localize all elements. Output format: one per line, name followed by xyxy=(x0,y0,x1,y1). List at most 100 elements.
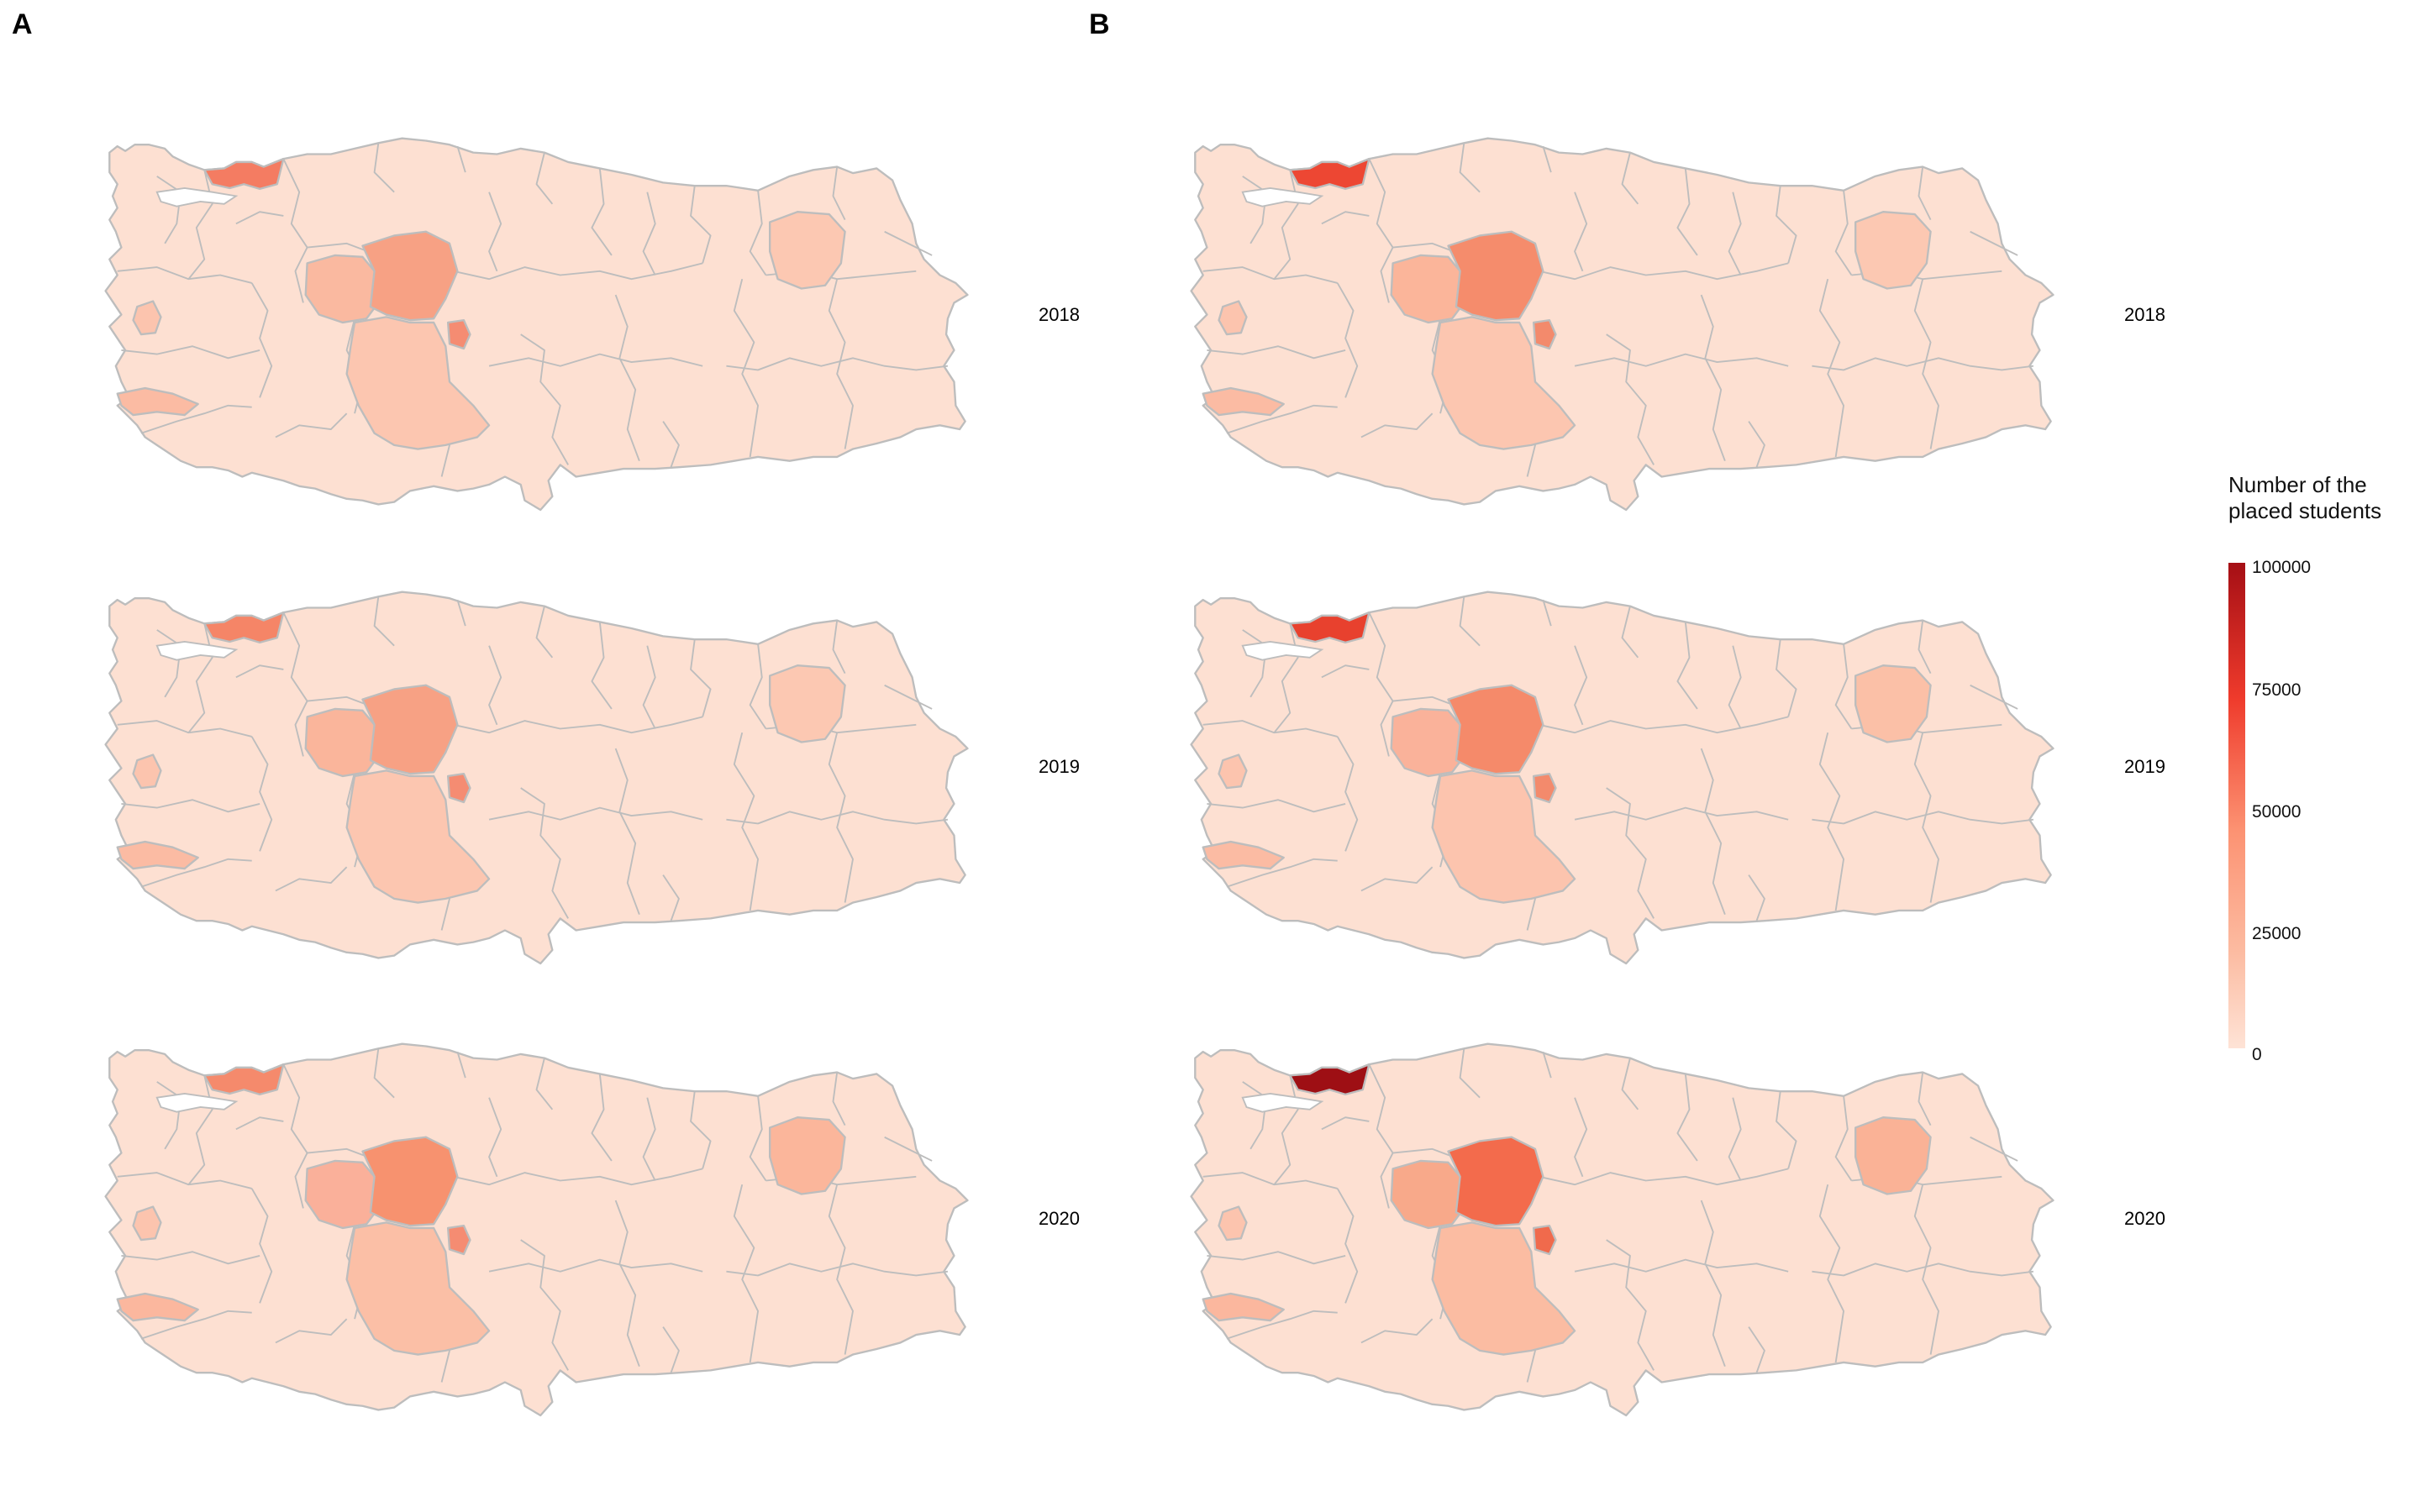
province-border-9 xyxy=(1202,1172,1338,1189)
province-border-24 xyxy=(156,1081,182,1150)
province-border-23 xyxy=(1913,278,1939,449)
province-ankara xyxy=(1447,684,1544,775)
province-erzurum xyxy=(769,664,846,743)
turkey-map-b-2019 xyxy=(1190,591,2054,965)
legend-title-line1: Number of the xyxy=(2228,472,2367,497)
province-border-9 xyxy=(117,720,252,738)
country-outline xyxy=(1190,1042,2054,1417)
province-border-24 xyxy=(1242,629,1267,698)
province-izmir xyxy=(1202,386,1285,417)
province-border-7 xyxy=(749,643,767,730)
province-border-3 xyxy=(1542,1051,1552,1079)
province-izmir xyxy=(116,386,199,417)
legend-tick-0 xyxy=(2246,1055,2254,1057)
province-border-20 xyxy=(520,787,569,919)
province-border-20 xyxy=(1606,787,1655,919)
province-border-5 xyxy=(1676,622,1698,710)
province-konya xyxy=(1431,1221,1576,1356)
province-border-6 xyxy=(690,186,712,264)
province-border-17 xyxy=(235,211,284,225)
year-label-b-2020: 2020 xyxy=(2124,1208,2165,1229)
province-border-29 xyxy=(884,684,933,710)
province-border-3 xyxy=(456,145,466,173)
province-border-5 xyxy=(591,622,613,710)
province-border-9 xyxy=(117,266,252,284)
province-border-17 xyxy=(1321,1116,1370,1131)
legend-label-25000: 25000 xyxy=(2252,924,2302,943)
province-eskisehir xyxy=(304,254,380,324)
province-border-8 xyxy=(1918,166,1932,221)
province-manisa xyxy=(132,753,162,790)
province-border-17 xyxy=(1321,211,1370,225)
province-border-7 xyxy=(1834,1095,1853,1182)
province-border-31 xyxy=(275,866,348,892)
province-border-15 xyxy=(488,353,703,367)
province-border-31 xyxy=(1360,1318,1434,1344)
province-border-22 xyxy=(733,1184,759,1363)
province-border-10 xyxy=(121,1251,260,1265)
province-border-15 xyxy=(488,806,703,821)
province-border-32 xyxy=(662,874,680,921)
province-border-8 xyxy=(832,166,846,221)
province-border-24 xyxy=(156,629,182,698)
province-border-15 xyxy=(488,1258,703,1273)
province-border-22 xyxy=(1818,732,1844,911)
province-erzurum xyxy=(1854,211,1932,290)
panel-b-label: B xyxy=(1089,8,1110,40)
province-eskisehir xyxy=(1390,254,1465,324)
province-istanbul xyxy=(203,611,285,644)
province-border-10 xyxy=(121,345,260,360)
province-border-23 xyxy=(828,278,854,449)
province-border-4 xyxy=(535,606,554,659)
province-border-32 xyxy=(662,1326,680,1373)
province-izmir xyxy=(116,1292,199,1322)
province-border-1 xyxy=(282,158,308,303)
province-border-11 xyxy=(140,404,252,434)
province-border-15 xyxy=(1574,353,1789,367)
province-border-31 xyxy=(1360,866,1434,892)
year-label-a-2019: 2019 xyxy=(1039,756,1080,777)
province-border-21 xyxy=(614,748,640,916)
province-border-13 xyxy=(453,262,703,281)
province-border-23 xyxy=(828,732,854,903)
province-border-8 xyxy=(1918,1072,1932,1126)
province-border-5 xyxy=(1676,1074,1698,1162)
province-border-20 xyxy=(1606,333,1655,465)
country-outline xyxy=(104,137,969,512)
turkey-map-a-2020 xyxy=(104,1042,969,1417)
province-border-8 xyxy=(832,620,846,675)
province-ankara xyxy=(361,230,459,322)
province-erzurum xyxy=(769,211,846,290)
province-border-29 xyxy=(1970,230,2018,256)
province-manisa xyxy=(132,1205,162,1242)
turkey-map-b-2018 xyxy=(1190,137,2054,512)
province-konya xyxy=(345,769,491,904)
province-border-11 xyxy=(140,1310,252,1340)
province-border-13 xyxy=(1539,716,1789,734)
province-manisa xyxy=(1218,300,1248,336)
province-border-5 xyxy=(591,168,613,256)
province-border-25 xyxy=(250,282,273,398)
province-border-8 xyxy=(832,1072,846,1126)
province-istanbul xyxy=(203,157,285,191)
province-border-25 xyxy=(1336,736,1359,852)
province-border-21 xyxy=(1700,294,1726,462)
province-border-29 xyxy=(1970,1136,2018,1162)
province-border-29 xyxy=(884,230,933,256)
province-border-17 xyxy=(235,1116,284,1131)
province-border-24 xyxy=(1242,176,1267,244)
province-border-15 xyxy=(1574,806,1789,821)
province-border-13 xyxy=(453,716,703,734)
province-ankara xyxy=(361,1136,459,1227)
province-border-16 xyxy=(1812,811,2034,825)
panel-a-label: A xyxy=(12,8,33,40)
province-eskisehir xyxy=(304,1159,380,1230)
province-border-22 xyxy=(733,278,759,458)
province-eskisehir xyxy=(304,707,380,778)
province-border-3 xyxy=(1542,599,1552,627)
province-border-7 xyxy=(1834,190,1853,276)
province-border-23 xyxy=(828,1184,854,1355)
province-istanbul xyxy=(1289,611,1370,644)
province-border-29 xyxy=(884,1136,933,1162)
province-border-13 xyxy=(453,1168,703,1186)
